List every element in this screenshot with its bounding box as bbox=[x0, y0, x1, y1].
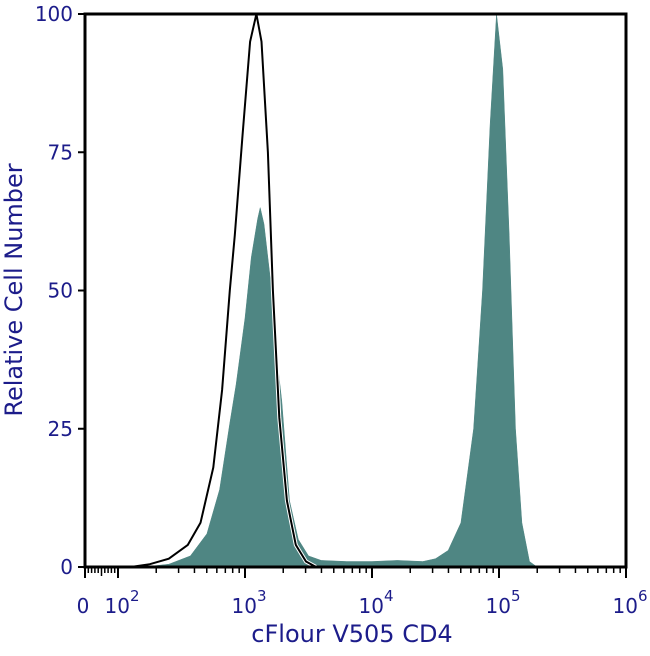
series-unstained-line bbox=[130, 13, 317, 568]
x-axis-label: cFlour V505 CD4 bbox=[251, 620, 452, 648]
y-tick-label: 100 bbox=[35, 2, 73, 26]
plot-area bbox=[83, 12, 628, 569]
y-tick-label: 75 bbox=[48, 140, 73, 164]
y-tick-label: 0 bbox=[60, 555, 73, 579]
y-axis-label: Relative Cell Number bbox=[0, 163, 28, 416]
x-tick-label: 102 bbox=[105, 587, 140, 618]
x-tick-label: 0 bbox=[77, 594, 90, 618]
plot-frame bbox=[83, 12, 628, 569]
y-tick-label: 50 bbox=[48, 279, 73, 303]
x-tick-label: 104 bbox=[359, 587, 394, 618]
series-stained-area bbox=[143, 13, 538, 568]
x-axis: 0 102 103 104 105 106 bbox=[77, 567, 648, 618]
x-tick-label: 106 bbox=[613, 587, 648, 618]
x-tick-label: 103 bbox=[232, 587, 267, 618]
x-tick-label: 105 bbox=[486, 587, 521, 618]
y-tick-label: 25 bbox=[48, 417, 73, 441]
y-axis: 0 25 50 75 100 bbox=[35, 2, 85, 579]
